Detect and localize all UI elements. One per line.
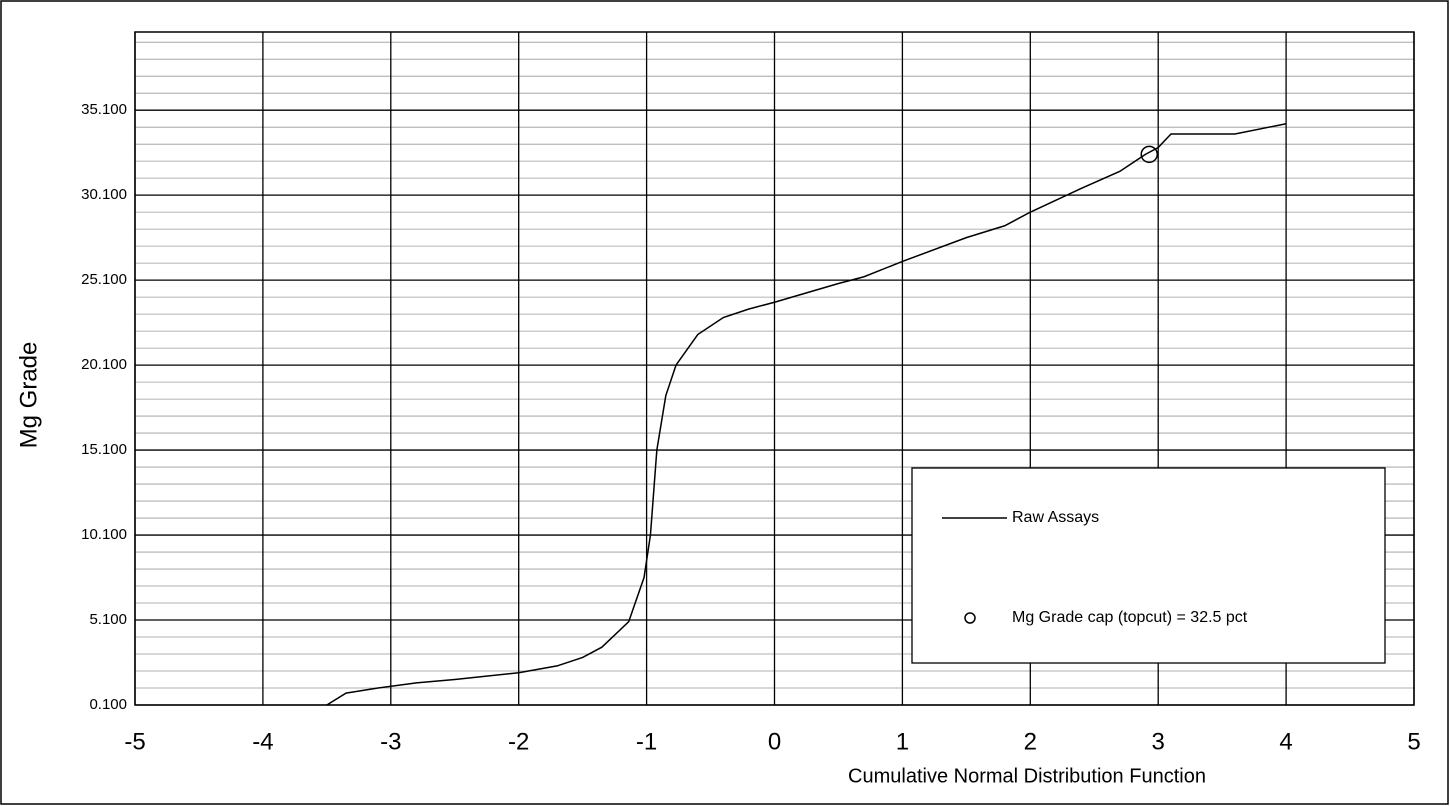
y-tick-label: 15.100 [81,441,127,458]
x-tick-label: -4 [252,728,273,755]
x-tick-label: -2 [508,728,529,755]
legend-label: Raw Assays [1012,509,1099,526]
y-tick-label: 35.100 [81,101,127,118]
x-tick-label: -1 [636,728,657,755]
x-tick-label: 1 [896,728,909,755]
y-axis-title: Mg Grade [15,342,42,449]
legend-label: Mg Grade cap (topcut) = 32.5 pct [1012,609,1248,626]
line [326,123,1287,706]
x-tick-label: 5 [1407,728,1420,755]
y-tick-label: 5.100 [89,611,127,628]
x-tick-label: -5 [124,728,145,755]
marker [1140,145,1158,164]
plot-area [134,31,1415,706]
y-tick-label: 20.100 [81,356,127,373]
x-tick-label: -3 [380,728,401,755]
legend-swatch [964,612,976,624]
x-tick-label: 2 [1024,728,1037,755]
y-tick-label: 30.100 [81,186,127,203]
y-tick-label: 25.100 [81,271,127,288]
y-tick-label: 10.100 [81,526,127,543]
x-tick-label: 4 [1279,728,1292,755]
x-tick-label: 0 [768,728,781,755]
x-axis-title: Cumulative Normal Distribution Function [848,765,1206,787]
y-tick-label: 0.100 [89,696,127,713]
legend-box [911,467,1386,664]
x-tick-label: 3 [1152,728,1165,755]
